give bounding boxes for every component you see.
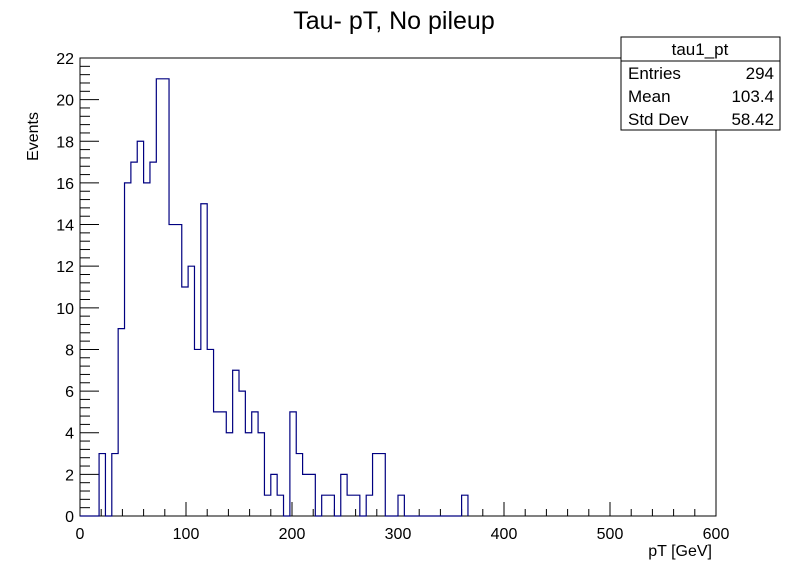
x-tick-label: 600: [703, 526, 730, 543]
x-tick-label: 300: [385, 526, 412, 543]
y-tick-label: 12: [56, 259, 74, 276]
x-tick-label: 500: [597, 526, 624, 543]
stats-entries-value: 294: [746, 64, 774, 83]
y-axis: 0 2 4 6 8 10 12 14 16 18 20 22: [56, 51, 99, 526]
y-tick-label: 0: [65, 509, 74, 526]
x-axis: 0 100 200 300 400 500 600: [76, 502, 730, 543]
x-tick-label: 0: [76, 526, 85, 543]
stats-box-frame: [620, 36, 781, 131]
y-tick-label: 20: [56, 93, 74, 110]
x-tick-label: 400: [491, 526, 518, 543]
y-tick-label: 6: [65, 384, 74, 401]
y-tick-label: 2: [65, 467, 74, 484]
y-tick-label: 10: [56, 301, 74, 318]
x-tick-label: 100: [173, 526, 200, 543]
y-tick-label: 4: [65, 426, 74, 443]
stats-mean-label: Mean: [628, 87, 671, 106]
x-axis-label: pT [GeV]: [648, 543, 712, 560]
y-tick-label: 8: [65, 342, 74, 359]
y-tick-label: 14: [56, 218, 74, 235]
stats-box-title: tau1_pt: [672, 40, 729, 59]
y-axis-label: Events: [25, 112, 42, 161]
chart-title: Tau- pT, No pileup: [293, 7, 495, 35]
y-tick-label: 22: [56, 51, 74, 68]
histogram-series-line: [80, 78, 469, 517]
y-tick-label: 16: [56, 176, 74, 193]
stats-box: tau1_pt Entries 294 Mean 103.4 Std Dev 5…: [620, 36, 781, 131]
stats-stddev-value: 58.42: [731, 110, 774, 129]
y-tick-label: 18: [56, 134, 74, 151]
stats-stddev-label: Std Dev: [628, 110, 689, 129]
stats-mean-value: 103.4: [731, 87, 774, 106]
x-tick-label: 200: [279, 526, 306, 543]
stats-entries-label: Entries: [628, 64, 681, 83]
